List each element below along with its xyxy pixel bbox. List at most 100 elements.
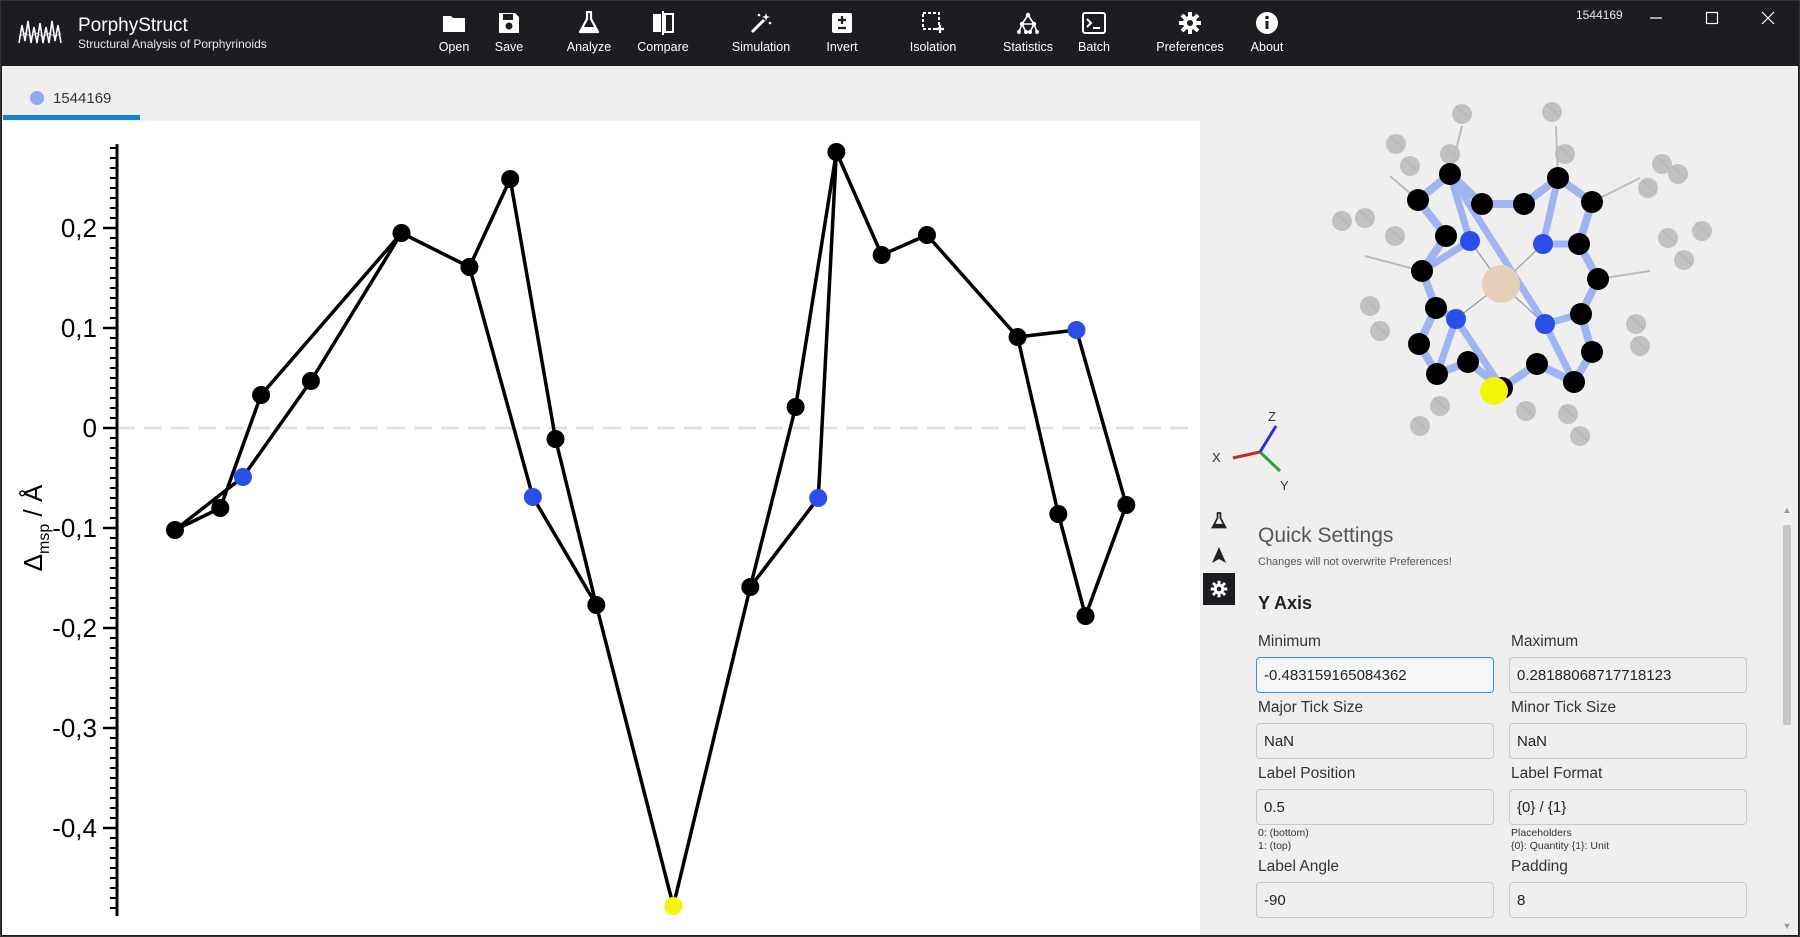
- tab-1544169[interactable]: 1544169: [2, 76, 140, 120]
- data-point: [166, 521, 184, 539]
- label-position-hint-top: 1: (top): [1258, 840, 1292, 852]
- displacement-chart[interactable]: 0,2 0,1 0 -0,1 -0,2 -0,3 -0,4 Δmsp / Å: [2, 121, 1200, 935]
- carbon-atom: [1408, 333, 1430, 355]
- folder-icon: [441, 10, 467, 36]
- padding-input[interactable]: [1509, 882, 1747, 918]
- carbon-atom: [1547, 167, 1569, 189]
- data-point: [1067, 321, 1086, 339]
- series-line: [594, 604, 675, 907]
- open-label: Open: [438, 40, 470, 54]
- series-line: [508, 178, 558, 440]
- substituent-atom: [1430, 396, 1450, 416]
- navigation-tab-button[interactable]: [1203, 539, 1235, 571]
- app-logo-icon: [18, 20, 62, 44]
- invert-button[interactable]: Invert: [822, 10, 862, 60]
- substituent-atom: [1355, 208, 1375, 228]
- close-button[interactable]: [1756, 8, 1780, 28]
- molecule-viewer[interactable]: X Y Z: [1200, 66, 1798, 505]
- about-button[interactable]: About: [1248, 10, 1286, 60]
- series-line: [748, 496, 820, 589]
- carbon-atom: [1581, 341, 1603, 363]
- carbon-atom: [1526, 353, 1548, 375]
- substituent-atom: [1652, 154, 1672, 174]
- settings-scrollbar[interactable]: ▲ ▼: [1780, 505, 1794, 935]
- nitrogen-atom: [1535, 314, 1555, 334]
- about-label: About: [1250, 40, 1284, 54]
- scroll-down-icon[interactable]: ▼: [1782, 921, 1792, 931]
- window-id-label: 1544169: [1576, 8, 1623, 22]
- label-format-input[interactable]: [1509, 789, 1747, 825]
- substituent-atom: [1570, 426, 1590, 446]
- series-line: [241, 379, 313, 479]
- data-point: [1076, 607, 1095, 625]
- maximize-button[interactable]: [1700, 8, 1724, 28]
- series-line: [173, 475, 245, 532]
- isolation-button[interactable]: Isolation: [908, 10, 958, 60]
- open-button[interactable]: Open: [436, 10, 472, 60]
- statistics-label: Statistics: [1002, 40, 1053, 54]
- series-line: [531, 496, 598, 606]
- substituent-atom: [1452, 104, 1472, 124]
- data-point: [392, 224, 411, 242]
- minimum-label: Minimum: [1258, 633, 1321, 650]
- save-button[interactable]: Save: [492, 10, 526, 60]
- series-line: [1083, 504, 1128, 617]
- compare-button[interactable]: Compare: [636, 10, 690, 60]
- minimize-button[interactable]: [1644, 8, 1668, 28]
- analysis-tab-button[interactable]: [1203, 505, 1235, 537]
- y-maximum-input[interactable]: [1509, 657, 1747, 693]
- maximum-label: Maximum: [1511, 633, 1579, 650]
- minor-tick-input[interactable]: [1509, 723, 1747, 759]
- scroll-up-icon[interactable]: ▲: [1782, 505, 1792, 515]
- simulation-button[interactable]: Simulation: [728, 10, 794, 60]
- y-axis-gizmo: [1258, 450, 1282, 473]
- substituent-atom: [1658, 228, 1678, 248]
- minimize-icon: [1650, 17, 1662, 19]
- substituent-atom: [1542, 102, 1562, 122]
- label-position-input[interactable]: [1256, 789, 1494, 825]
- series-line: [748, 406, 798, 588]
- data-point: [827, 143, 846, 161]
- y-minimum-input[interactable]: [1256, 657, 1494, 693]
- data-point: [664, 897, 683, 915]
- preferences-button[interactable]: Preferences: [1156, 10, 1224, 60]
- statistics-button[interactable]: Statistics: [1000, 10, 1056, 60]
- analyze-button[interactable]: Analyze: [564, 10, 614, 60]
- y-tick-label: -0,3: [52, 713, 97, 743]
- terminal-icon: [1081, 10, 1107, 36]
- substituent-atom: [1410, 416, 1430, 436]
- y-tick-label: 0,2: [61, 213, 97, 243]
- series-line: [1056, 513, 1088, 617]
- compare-label: Compare: [637, 40, 689, 54]
- nitrogen-atom: [1446, 309, 1466, 329]
- series-line: [793, 151, 839, 408]
- substituent-atom: [1332, 211, 1352, 231]
- y-axis-label: Y: [1280, 478, 1289, 493]
- settings-tab-button[interactable]: [1203, 573, 1235, 605]
- scroll-thumb[interactable]: [1783, 525, 1791, 725]
- tab-active-indicator: [3, 115, 140, 120]
- series-line: [816, 151, 839, 499]
- close-icon: [1761, 11, 1775, 25]
- data-point: [233, 468, 252, 486]
- series-line: [1074, 329, 1128, 506]
- carbon-atom: [1513, 193, 1535, 215]
- series-line: [834, 151, 884, 256]
- title-bar: PorphyStruct Structural Analysis of Porp…: [0, 0, 1800, 66]
- chart-svg: 0,2 0,1 0 -0,1 -0,2 -0,3 -0,4 Δmsp / Å: [18, 143, 1192, 917]
- data-point: [872, 246, 891, 264]
- substituent-atom: [1555, 144, 1575, 164]
- major-tick-input[interactable]: [1256, 723, 1494, 759]
- carbon-atom: [1435, 225, 1457, 247]
- series-line: [259, 231, 403, 397]
- series-line: [400, 231, 471, 269]
- substituent-atom: [1370, 321, 1390, 341]
- series-line: [467, 178, 512, 268]
- data-point: [252, 386, 271, 404]
- label-angle-input[interactable]: [1256, 882, 1494, 918]
- batch-button[interactable]: Batch: [1076, 10, 1112, 60]
- substituent-atom: [1385, 226, 1405, 246]
- data-point: [587, 596, 606, 614]
- x-axis-label: X: [1212, 450, 1221, 465]
- data-point: [786, 398, 805, 416]
